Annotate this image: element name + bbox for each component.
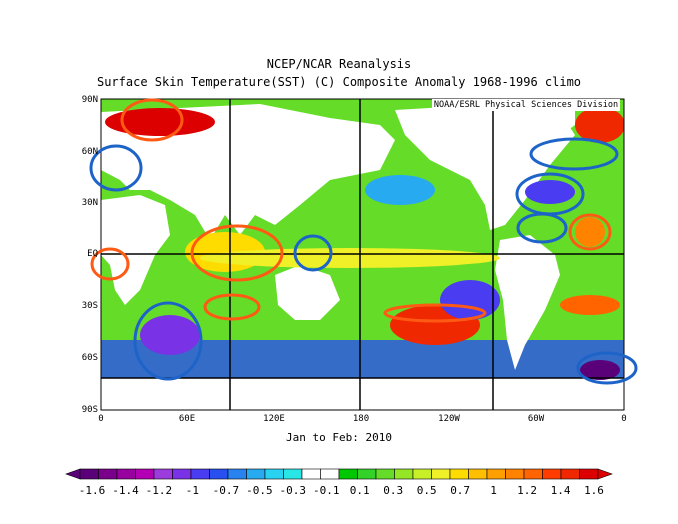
colorbar-arrow-right bbox=[597, 468, 613, 480]
chart-title: NCEP/NCAR Reanalysis bbox=[266, 57, 412, 71]
colorbar-swatch bbox=[375, 468, 395, 480]
lat-label-60s: 60S bbox=[81, 353, 98, 363]
colorbar-arrow-left bbox=[65, 468, 81, 480]
warm-circle bbox=[568, 213, 612, 251]
colorbar-tick-label: -1 bbox=[185, 484, 200, 497]
cool-circle bbox=[576, 351, 638, 385]
colorbar-swatch bbox=[394, 468, 414, 480]
cool-circle bbox=[89, 144, 143, 192]
colorbar-swatch bbox=[116, 468, 136, 480]
colorbar-swatch bbox=[542, 468, 562, 480]
warm-circle bbox=[190, 224, 284, 282]
colorbar-swatch bbox=[579, 468, 599, 480]
anomaly-cool-south-pacific bbox=[440, 280, 500, 320]
cool-circle bbox=[529, 137, 619, 171]
antarctica bbox=[101, 378, 624, 410]
colorbar-tick-label: -1.2 bbox=[145, 484, 173, 497]
colorbar-swatch bbox=[357, 468, 377, 480]
lon-label-0: 0 bbox=[98, 414, 104, 424]
anomaly-warm-equator-band bbox=[200, 248, 500, 268]
colorbar-tick-label: -0.7 bbox=[212, 484, 240, 497]
land-greenland bbox=[520, 104, 575, 140]
colorbar-swatch bbox=[431, 468, 451, 480]
colorbar-tick-label: -0.1 bbox=[313, 484, 340, 497]
colorbar bbox=[65, 468, 613, 480]
colorbar-tick-label: -1.4 bbox=[112, 484, 139, 497]
chart-subtitle: Surface Skin Temperature(SST) (C) Compos… bbox=[96, 75, 582, 89]
lon-label-120e: 120E bbox=[263, 414, 285, 424]
lat-label-30n: 30N bbox=[81, 198, 98, 208]
colorbar-swatch bbox=[486, 468, 506, 480]
anomaly-warm-arctic-west bbox=[105, 108, 215, 136]
land-south-america bbox=[495, 235, 560, 370]
colorbar-swatch bbox=[190, 468, 210, 480]
colorbar-swatch bbox=[449, 468, 469, 480]
colorbar-tick-label: -0.3 bbox=[279, 484, 307, 497]
colorbar-tick-label: -0.5 bbox=[246, 484, 273, 497]
land-eurasia bbox=[101, 104, 395, 240]
lat-label-eq: EQ bbox=[87, 249, 98, 259]
warm-circle bbox=[203, 293, 261, 321]
colorbar-swatch bbox=[523, 468, 543, 480]
anomaly-warm-greenland-sea bbox=[575, 107, 624, 143]
anomaly-warm-south-atlantic bbox=[560, 295, 620, 315]
colorbar-tick-label: 0.5 bbox=[416, 484, 437, 497]
lat-label-90s: 90S bbox=[81, 405, 98, 415]
anomaly-cool-north-pacific bbox=[365, 175, 435, 205]
colorbar-tick-label: 1.6 bbox=[584, 484, 604, 497]
colorbar-swatch bbox=[412, 468, 432, 480]
anomaly-warm-tropical-atlantic bbox=[575, 217, 605, 247]
land-australia bbox=[275, 265, 340, 320]
colorbar-swatch bbox=[98, 468, 118, 480]
lat-label-30s: 30S bbox=[81, 301, 98, 311]
colorbar-tick-label: 1 bbox=[490, 484, 497, 497]
colorbar-tick-label: -1.6 bbox=[78, 484, 106, 497]
colorbar-swatch bbox=[505, 468, 525, 480]
anomaly-cool-southern-ocean bbox=[580, 360, 620, 380]
lon-label-120w: 120W bbox=[438, 414, 460, 424]
cool-circle bbox=[516, 212, 568, 244]
colorbar-swatch bbox=[227, 468, 247, 480]
colorbar-swatch bbox=[172, 468, 192, 480]
map-gridlines bbox=[101, 99, 624, 410]
lon-label-60e: 60E bbox=[178, 414, 196, 424]
colorbar-swatch bbox=[560, 468, 580, 480]
colorbar-swatch bbox=[79, 468, 99, 480]
colorbar-swatch bbox=[264, 468, 284, 480]
colorbar-tick-label: 1.2 bbox=[517, 484, 537, 497]
colorbar-swatch bbox=[320, 468, 340, 480]
map-frame bbox=[100, 98, 625, 411]
land-north-america bbox=[395, 105, 575, 230]
colorbar-tick-label: 0.1 bbox=[349, 484, 370, 497]
colorbar-tick-label: 0.7 bbox=[450, 484, 471, 497]
colorbar-tick-label: 0.3 bbox=[383, 484, 404, 497]
lat-label-60n: 60N bbox=[81, 147, 98, 157]
lon-label-60w: 60W bbox=[527, 414, 545, 424]
colorbar-swatch bbox=[153, 468, 173, 480]
warm-circle bbox=[120, 98, 184, 142]
warm-circle bbox=[383, 303, 487, 323]
colorbar-swatch bbox=[468, 468, 488, 480]
colorbar-swatch bbox=[246, 468, 266, 480]
anomaly-cool-south-indian bbox=[140, 315, 200, 355]
colorbar-swatch bbox=[283, 468, 303, 480]
anomaly-cool-north-atlantic bbox=[525, 180, 575, 204]
warm-circle bbox=[90, 247, 130, 281]
colorbar-swatch bbox=[338, 468, 358, 480]
highlight-circles bbox=[89, 98, 638, 385]
cool-circle bbox=[293, 234, 333, 272]
credit-label: NOAA/ESRL Physical Sciences Division bbox=[432, 99, 620, 111]
colorbar-swatch bbox=[209, 468, 229, 480]
lon-label-180: 180 bbox=[352, 414, 370, 424]
cool-circle bbox=[133, 301, 203, 381]
period-label: Jan to Feb: 2010 bbox=[286, 431, 392, 444]
colorbar-swatch bbox=[135, 468, 155, 480]
lon-label-0-east: 0 bbox=[621, 414, 627, 424]
lat-label-90n: 90N bbox=[81, 95, 98, 105]
colorbar-swatch bbox=[301, 468, 321, 480]
colorbar-tick-label: 1.4 bbox=[550, 484, 571, 497]
